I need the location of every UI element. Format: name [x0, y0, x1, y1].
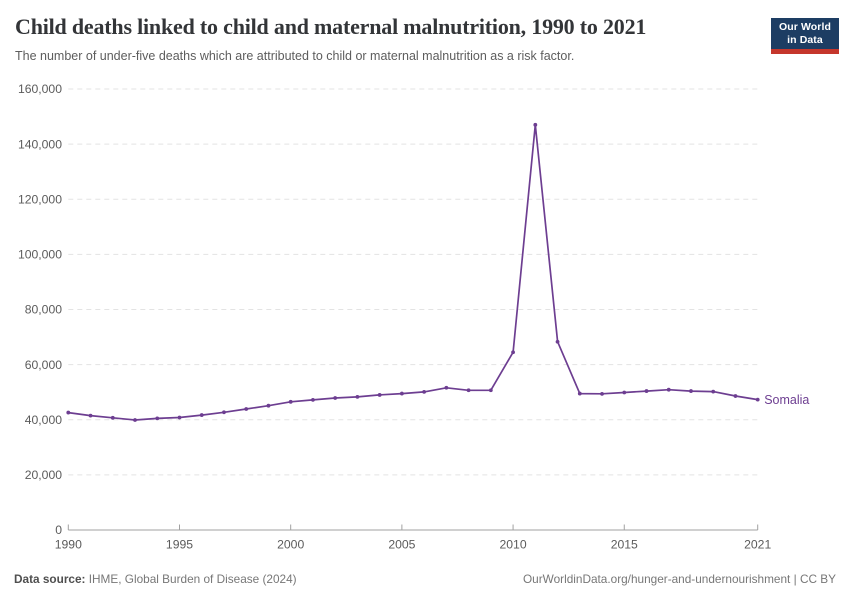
owid-logo-line1: Our World: [778, 21, 832, 33]
y-axis-tick-label: 60,000: [25, 358, 62, 372]
data-point: [222, 410, 226, 415]
data-point: [177, 415, 182, 420]
data-point: [377, 393, 382, 397]
data-point: [444, 385, 449, 390]
data-point: [711, 389, 716, 394]
data-source: Data source: IHME, Global Burden of Dise…: [14, 572, 297, 586]
data-point: [110, 415, 115, 420]
chart-subtitle: The number of under-five deaths which ar…: [15, 49, 575, 64]
page-title: Child deaths linked to child and materna…: [15, 14, 647, 39]
data-point: [622, 390, 627, 395]
data-point: [555, 339, 560, 344]
data-point: [199, 413, 204, 417]
data-point: [644, 389, 649, 393]
x-axis-tick-label: 2015: [611, 538, 638, 552]
x-axis-tick-label: 1990: [55, 538, 82, 552]
data-point: [600, 391, 604, 396]
data-point: [533, 122, 538, 127]
y-axis-tick-label: 140,000: [18, 137, 62, 151]
data-point: [288, 399, 293, 404]
data-point: [422, 390, 427, 394]
data-source-value: IHME, Global Burden of Disease (2024): [88, 572, 297, 586]
data-point: [755, 397, 760, 402]
data-point: [399, 391, 404, 396]
x-axis-tick-label: 2010: [500, 538, 527, 552]
series-label: Somalia: [764, 393, 809, 407]
y-axis-tick-label: 80,000: [25, 303, 62, 317]
x-axis-tick-label: 2005: [388, 538, 415, 552]
data-point: [488, 388, 493, 393]
owid-logo-line2: in Data: [787, 34, 823, 47]
y-axis-tick-label: 160,000: [18, 82, 62, 96]
y-axis-tick-label: 0: [55, 523, 62, 537]
data-point: [133, 418, 137, 422]
data-source-label: Data source:: [14, 572, 86, 586]
data-point: [466, 388, 471, 393]
x-axis-tick-label: 1995: [166, 538, 193, 552]
footer-link[interactable]: OurWorldinData.org/hunger-and-undernouri…: [523, 572, 836, 586]
data-point: [577, 391, 582, 396]
data-point: [511, 350, 515, 355]
data-point: [88, 413, 93, 418]
chart-header: Child deaths linked to child and materna…: [15, 14, 755, 65]
data-point: [666, 387, 671, 392]
data-point: [689, 389, 693, 393]
y-axis-tick-label: 100,000: [18, 248, 62, 262]
x-axis-tick-label: 2000: [277, 538, 304, 552]
data-point: [66, 410, 71, 415]
data-point: [333, 396, 338, 400]
owid-logo[interactable]: Our World in Data: [771, 18, 839, 55]
data-point: [355, 394, 360, 399]
y-axis-tick-label: 120,000: [18, 192, 62, 206]
data-point: [266, 403, 271, 408]
series-line: [67, 123, 759, 421]
y-axis-tick-label: 20,000: [25, 468, 62, 482]
chart-footer: Data source: IHME, Global Burden of Dise…: [14, 572, 836, 586]
data-point: [311, 398, 315, 402]
x-axis-tick-label: 2021: [744, 538, 771, 552]
y-axis-tick-label: 40,000: [25, 413, 62, 427]
data-point: [244, 407, 249, 411]
data-point: [155, 416, 160, 421]
data-point: [733, 394, 738, 398]
